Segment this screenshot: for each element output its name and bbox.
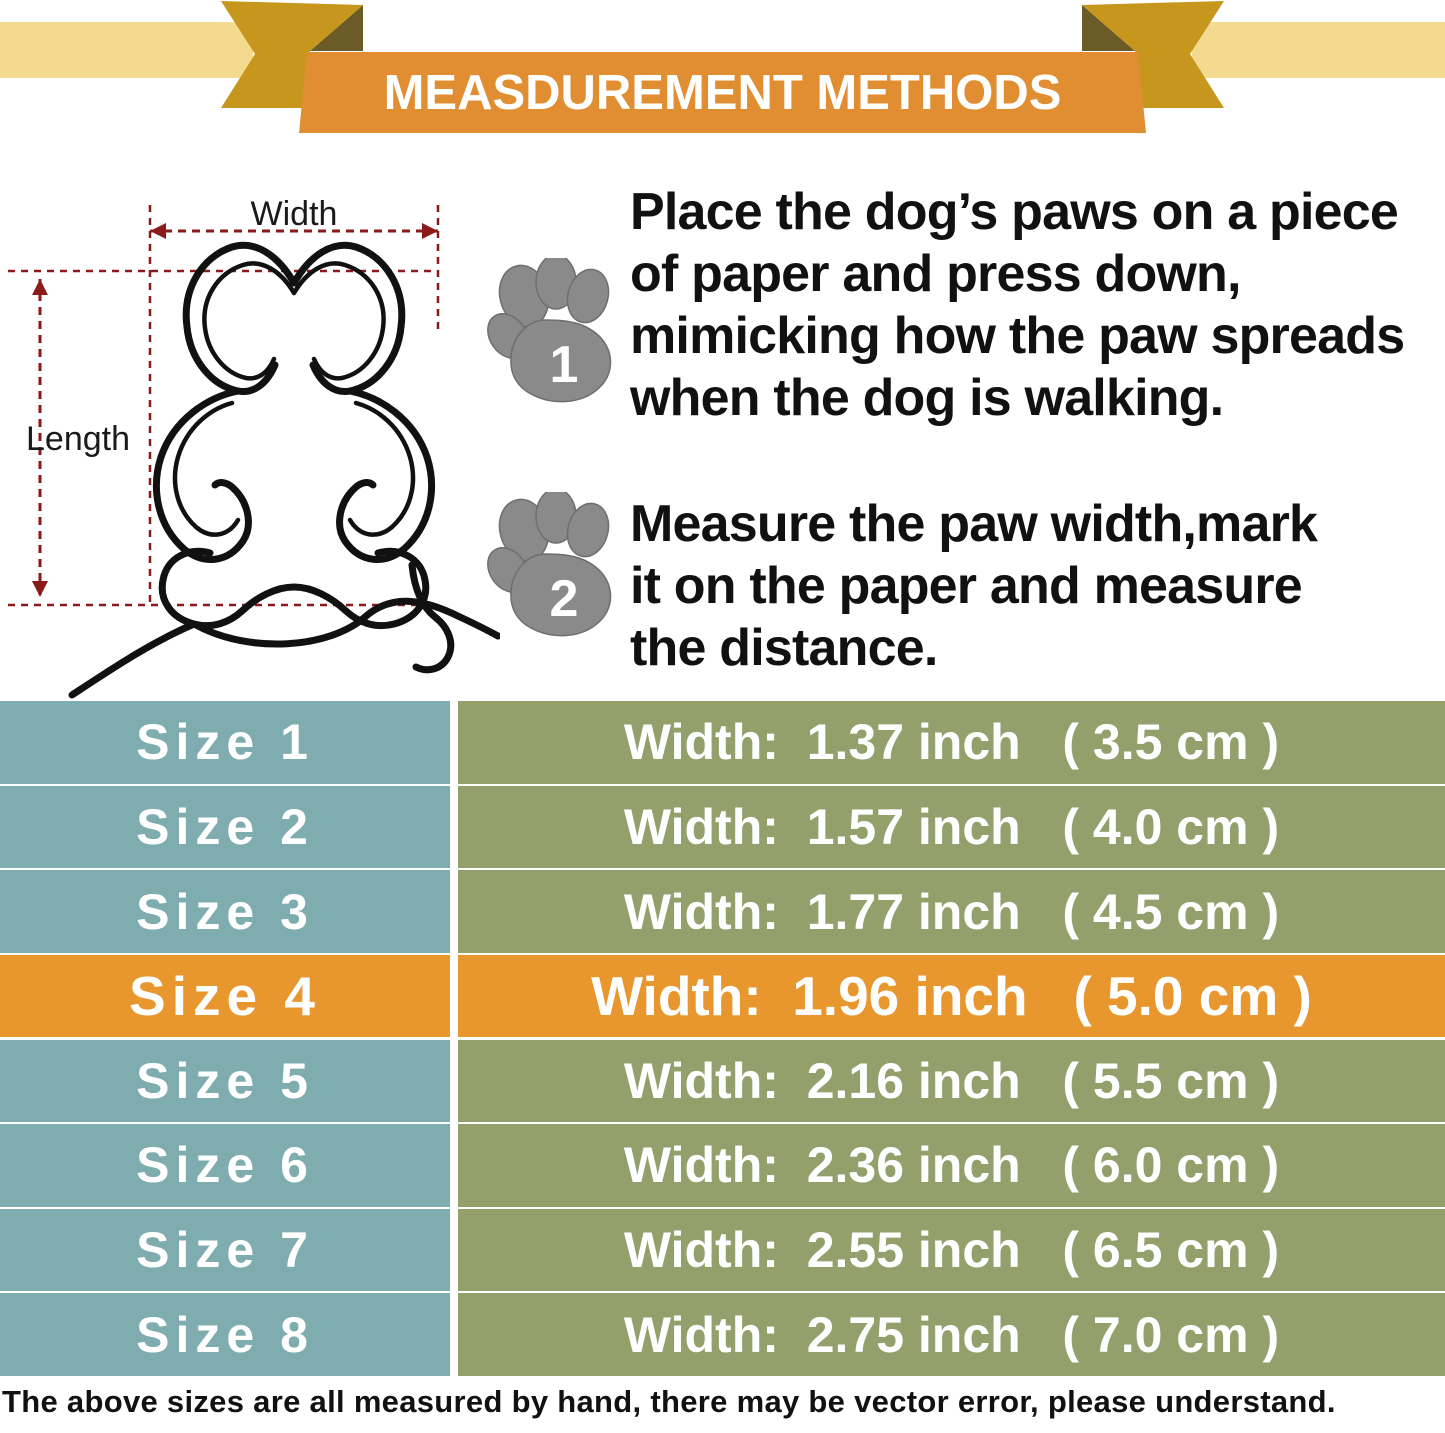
- svg-text:1: 1: [550, 336, 579, 394]
- svg-text:2: 2: [550, 570, 579, 628]
- svg-text:Width: Width: [251, 195, 338, 233]
- svg-text:Length: Length: [26, 420, 130, 458]
